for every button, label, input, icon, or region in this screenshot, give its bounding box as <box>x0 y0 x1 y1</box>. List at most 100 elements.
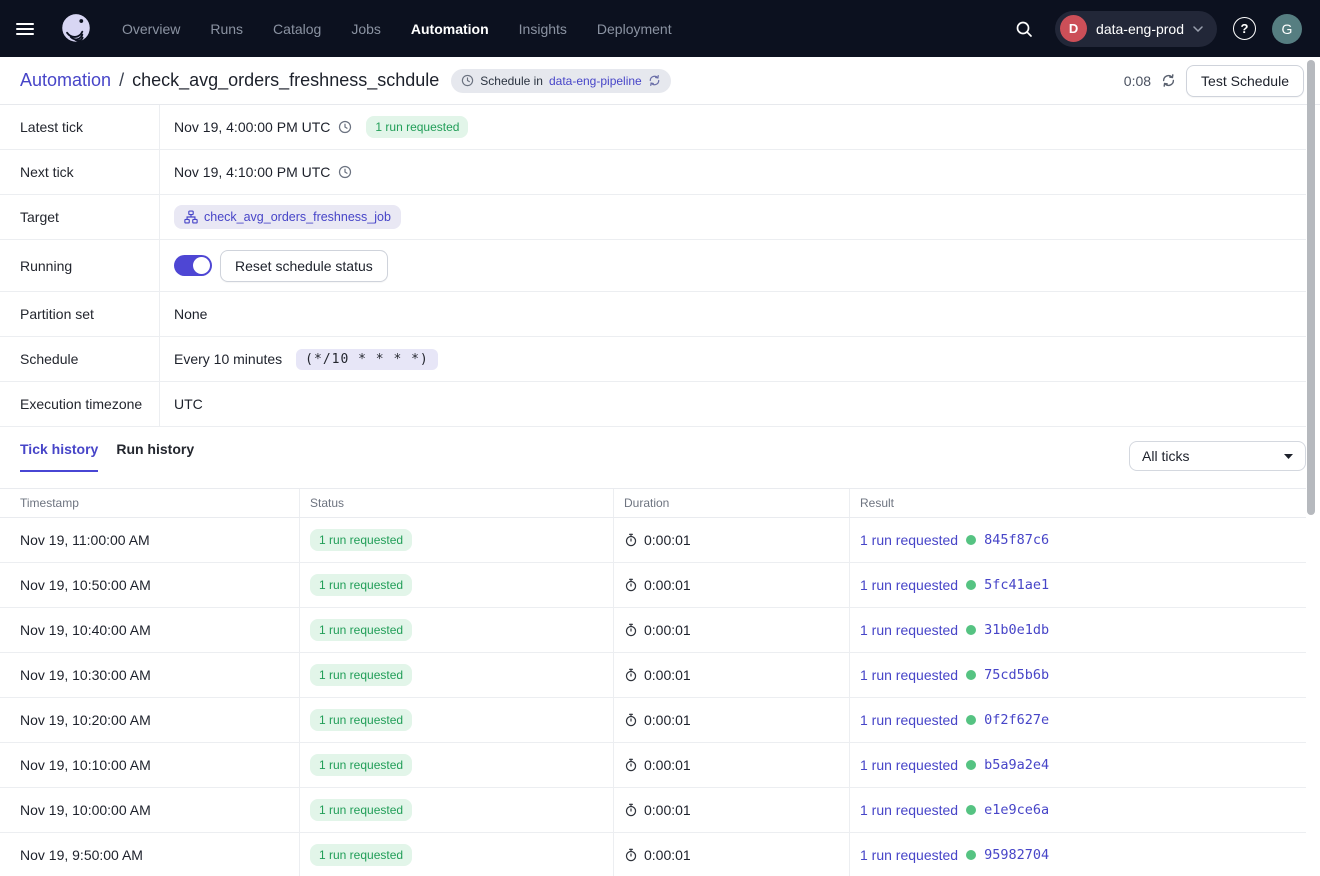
cron-expression: (*/10 * * * *) <box>296 349 438 370</box>
deployment-dot: D <box>1060 15 1087 42</box>
tick-status-badge: 1 run requested <box>310 754 412 776</box>
nav-item-insights[interactable]: Insights <box>519 21 567 37</box>
run-id-link[interactable]: 845f87c6 <box>984 532 1049 548</box>
dagster-logo-icon[interactable] <box>56 9 96 49</box>
nav-item-overview[interactable]: Overview <box>122 21 180 37</box>
next-tick-value: Nov 19, 4:10:00 PM UTC <box>174 164 330 180</box>
nav-item-automation[interactable]: Automation <box>411 21 489 37</box>
topnav-right: D data-eng-prod ? G <box>1009 11 1302 47</box>
app-root: Overview Runs Catalog Jobs Automation In… <box>0 0 1320 876</box>
run-requested-link[interactable]: 1 run requested <box>860 532 958 548</box>
tick-status-badge: 1 run requested <box>310 799 412 821</box>
nav-item-runs[interactable]: Runs <box>210 21 243 37</box>
run-id-link[interactable]: b5a9a2e4 <box>984 757 1049 773</box>
partition-set-value: None <box>174 306 207 322</box>
tick-timestamp: Nov 19, 10:10:00 AM <box>20 757 151 773</box>
help-icon[interactable]: ? <box>1233 17 1256 40</box>
run-id-link[interactable]: 0f2f627e <box>984 712 1049 728</box>
tick-filter-select[interactable]: All ticks <box>1129 441 1306 471</box>
nav-item-deployment[interactable]: Deployment <box>597 21 672 37</box>
tab-tick-history[interactable]: Tick history <box>20 441 98 472</box>
breadcrumb-automation-link[interactable]: Automation <box>20 70 111 91</box>
tick-timestamp: Nov 19, 10:30:00 AM <box>20 667 151 683</box>
detail-label: Running <box>0 240 160 291</box>
table-row[interactable]: Nov 19, 10:20:00 AM 1 run requested 0:00… <box>0 698 1306 743</box>
clock-icon <box>461 74 474 87</box>
latest-tick-value: Nov 19, 4:00:00 PM UTC <box>174 119 330 135</box>
tick-table-body: Nov 19, 11:00:00 AM 1 run requested 0:00… <box>0 518 1306 876</box>
nav-item-catalog[interactable]: Catalog <box>273 21 321 37</box>
run-requested-link[interactable]: 1 run requested <box>860 712 958 728</box>
run-requested-link[interactable]: 1 run requested <box>860 667 958 683</box>
run-id-link[interactable]: 75cd5b6b <box>984 667 1049 683</box>
run-id-link[interactable]: 31b0e1db <box>984 622 1049 638</box>
deployment-switcher[interactable]: D data-eng-prod <box>1055 11 1217 47</box>
reload-repo-icon[interactable] <box>648 74 661 87</box>
run-status-dot-icon <box>966 760 976 770</box>
caret-down-icon <box>1284 454 1293 459</box>
run-id-link[interactable]: e1e9ce6a <box>984 802 1049 818</box>
tick-duration: 0:00:01 <box>644 757 691 773</box>
tick-status-badge: 1 run requested <box>310 574 412 596</box>
page-title: check_avg_orders_freshness_schdule <box>132 70 439 91</box>
table-row[interactable]: Nov 19, 11:00:00 AM 1 run requested 0:00… <box>0 518 1306 563</box>
tick-status-badge: 1 run requested <box>310 529 412 551</box>
clock-icon <box>338 120 352 134</box>
stopwatch-icon <box>624 533 638 547</box>
target-job-pill: check_avg_orders_freshness_job <box>174 205 401 229</box>
run-status-dot-icon <box>966 580 976 590</box>
running-toggle[interactable] <box>174 255 212 276</box>
search-icon[interactable] <box>1009 14 1039 44</box>
reset-schedule-status-button[interactable]: Reset schedule status <box>220 250 388 282</box>
avatar[interactable]: G <box>1272 14 1302 44</box>
detail-row-schedule: Schedule Every 10 minutes (*/10 * * * *) <box>0 337 1306 382</box>
tick-timestamp: Nov 19, 11:00:00 AM <box>20 532 150 548</box>
run-id-link[interactable]: 5fc41ae1 <box>984 577 1049 593</box>
run-requested-link[interactable]: 1 run requested <box>860 757 958 773</box>
tick-duration: 0:00:01 <box>644 847 691 863</box>
run-requested-link[interactable]: 1 run requested <box>860 577 958 593</box>
run-requested-link[interactable]: 1 run requested <box>860 802 958 818</box>
job-graph-icon <box>184 210 198 224</box>
run-requested-link[interactable]: 1 run requested <box>860 622 958 638</box>
menu-icon[interactable] <box>16 17 40 41</box>
tick-status-badge: 1 run requested <box>366 116 468 138</box>
stopwatch-icon <box>624 848 638 862</box>
tick-duration: 0:00:01 <box>644 667 691 683</box>
detail-row-next-tick: Next tick Nov 19, 4:10:00 PM UTC <box>0 150 1306 195</box>
top-navigation: Overview Runs Catalog Jobs Automation In… <box>0 0 1320 57</box>
refresh-icon[interactable] <box>1161 73 1176 88</box>
stopwatch-icon <box>624 803 638 817</box>
vertical-scrollbar[interactable] <box>1307 60 1315 515</box>
primary-nav: Overview Runs Catalog Jobs Automation In… <box>122 21 672 37</box>
stopwatch-icon <box>624 623 638 637</box>
clock-icon <box>338 165 352 179</box>
stopwatch-icon <box>624 713 638 727</box>
run-id-link[interactable]: 95982704 <box>984 847 1049 863</box>
target-job-link[interactable]: check_avg_orders_freshness_job <box>204 210 391 224</box>
breadcrumb-separator: / <box>119 70 124 91</box>
tab-run-history[interactable]: Run history <box>116 441 194 472</box>
tick-timestamp: Nov 19, 10:40:00 AM <box>20 622 151 638</box>
table-row[interactable]: Nov 19, 9:50:00 AM 1 run requested 0:00:… <box>0 833 1306 876</box>
table-row[interactable]: Nov 19, 10:00:00 AM 1 run requested 0:00… <box>0 788 1306 833</box>
detail-label: Partition set <box>0 292 160 336</box>
tick-duration: 0:00:01 <box>644 622 691 638</box>
detail-label: Schedule <box>0 337 160 381</box>
detail-label: Target <box>0 195 160 239</box>
refresh-countdown: 0:08 <box>1124 73 1151 89</box>
table-row[interactable]: Nov 19, 10:30:00 AM 1 run requested 0:00… <box>0 653 1306 698</box>
table-row[interactable]: Nov 19, 10:40:00 AM 1 run requested 0:00… <box>0 608 1306 653</box>
history-tabs-bar: Tick history Run history All ticks <box>0 427 1320 472</box>
run-requested-link[interactable]: 1 run requested <box>860 847 958 863</box>
chevron-down-icon <box>1193 26 1203 32</box>
breadcrumb-bar: Automation / check_avg_orders_freshness_… <box>0 57 1320 105</box>
deployment-name: data-eng-prod <box>1096 21 1184 37</box>
nav-item-jobs[interactable]: Jobs <box>351 21 381 37</box>
table-row[interactable]: Nov 19, 10:50:00 AM 1 run requested 0:00… <box>0 563 1306 608</box>
test-schedule-button[interactable]: Test Schedule <box>1186 65 1304 97</box>
tick-timestamp: Nov 19, 9:50:00 AM <box>20 847 143 863</box>
detail-row-latest-tick: Latest tick Nov 19, 4:00:00 PM UTC 1 run… <box>0 105 1306 150</box>
table-row[interactable]: Nov 19, 10:10:00 AM 1 run requested 0:00… <box>0 743 1306 788</box>
repo-link[interactable]: data-eng-pipeline <box>549 74 642 88</box>
